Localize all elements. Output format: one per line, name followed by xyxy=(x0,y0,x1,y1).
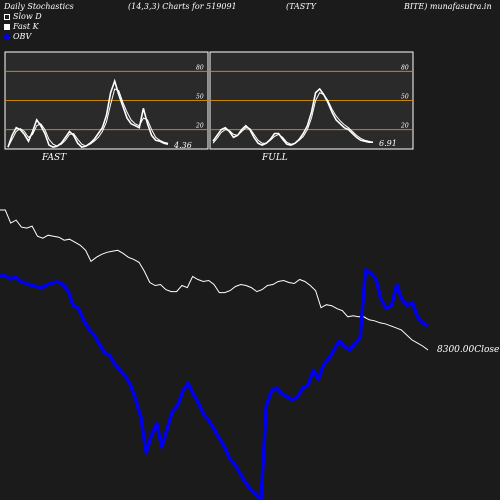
fast-slow-d-line xyxy=(7,88,169,148)
fast-ytick-80: 80 xyxy=(196,64,204,71)
full-panel-title: FULL xyxy=(261,153,288,163)
close-value-label: 8300.00Close xyxy=(437,345,499,355)
header-ticker: (TASTY xyxy=(286,2,316,11)
fast-k-swatch xyxy=(4,23,10,30)
obv-line xyxy=(0,268,429,500)
obv-swatch xyxy=(4,33,10,40)
fast-ytick-20: 20 xyxy=(195,123,204,130)
full-ytick-80: 80 xyxy=(401,64,409,71)
fast-ytick-50: 50 xyxy=(196,94,204,101)
header-left: Daily Stochastics xyxy=(4,2,74,11)
slow-d-swatch xyxy=(4,13,10,20)
fast-last-value: 4.36 xyxy=(173,141,192,150)
legend-obv: OBV xyxy=(4,32,31,41)
legend-fast-k: Fast K xyxy=(4,22,39,31)
obv-label: OBV xyxy=(13,32,32,41)
header-right: BITE) munafasutra.in xyxy=(404,2,492,11)
legend-slow-d: Slow D xyxy=(4,12,42,21)
fast-panel-title: FAST xyxy=(41,153,67,163)
full-slow-d-line xyxy=(212,92,374,145)
close-price-line xyxy=(0,209,429,351)
full-ytick-50: 50 xyxy=(401,94,409,101)
fast-k-label: Fast K xyxy=(13,22,39,31)
full-ytick-20: 20 xyxy=(400,123,409,130)
full-last-value: 6.91 xyxy=(379,139,397,148)
slow-d-label: Slow D xyxy=(13,12,42,21)
header-center: (14,3,3) Charts for 519091 xyxy=(128,2,237,11)
